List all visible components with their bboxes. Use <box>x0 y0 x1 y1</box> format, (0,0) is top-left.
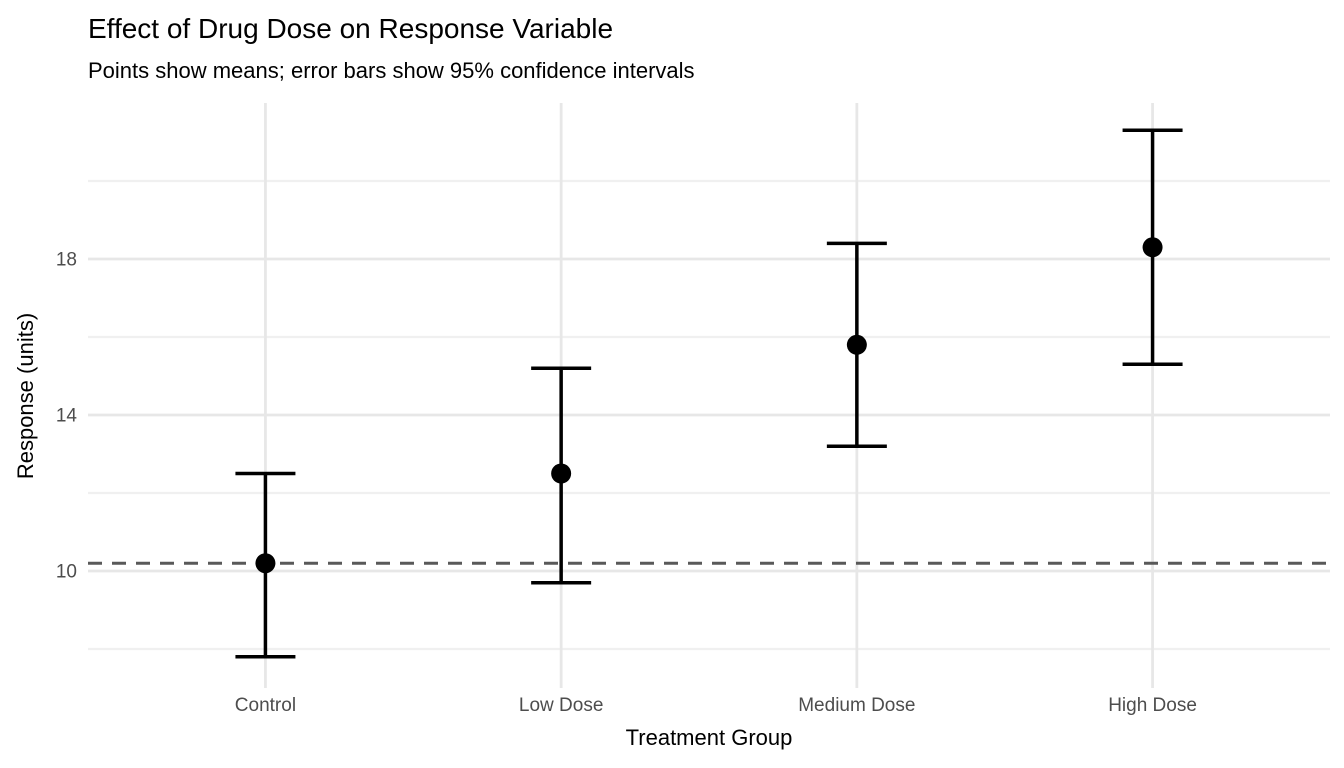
y-tick-label-14: 14 <box>56 406 78 427</box>
mean-point-medium-dose <box>846 334 867 355</box>
mean-point-low-dose <box>551 463 572 484</box>
x-tick-label-high-dose: High Dose <box>1108 695 1197 716</box>
x-tick-label-control: Control <box>235 695 296 716</box>
chart-title: Effect of Drug Dose on Response Variable <box>88 13 614 44</box>
mean-point-control <box>255 553 276 574</box>
chart-subtitle: Points show means; error bars show 95% c… <box>88 58 695 83</box>
mean-point-high-dose <box>1142 237 1163 258</box>
x-axis-title: Treatment Group <box>625 725 793 750</box>
y-tick-label-18: 18 <box>56 250 77 271</box>
x-tick-label-low-dose: Low Dose <box>519 695 604 716</box>
x-tick-label-medium-dose: Medium Dose <box>798 695 915 716</box>
y-tick-label-10: 10 <box>56 562 77 583</box>
